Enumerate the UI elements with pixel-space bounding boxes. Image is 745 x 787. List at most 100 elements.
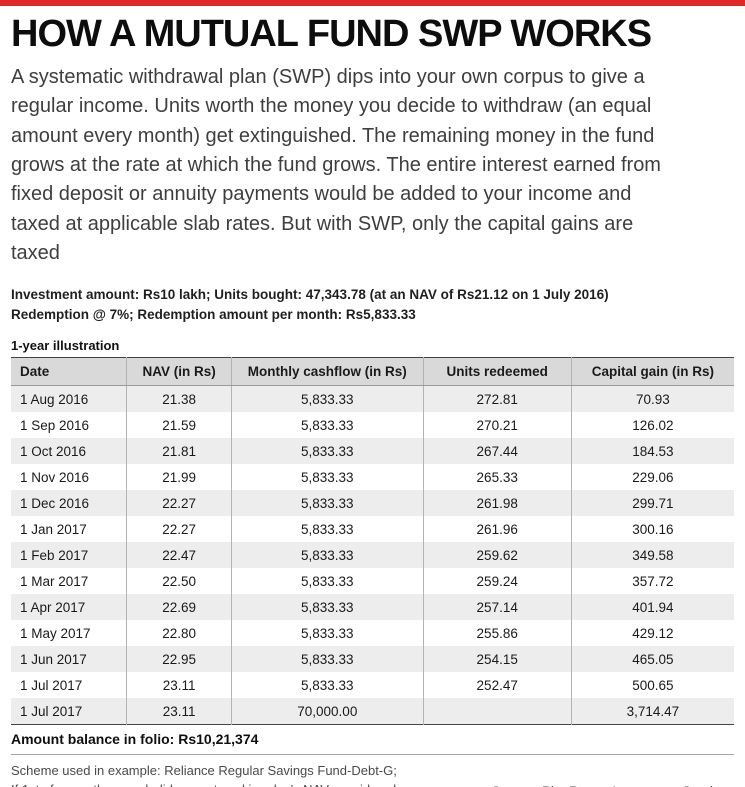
- footnotes: Scheme used in example: Reliance Regular…: [11, 762, 397, 787]
- table-cell: 357.72: [570, 568, 734, 595]
- table-cell: 1 Mar 2017: [20, 573, 89, 589]
- table-cell: 5,833.33: [231, 490, 424, 517]
- table-cell: 267.44: [422, 438, 572, 465]
- table-row: 1 Jul 2017 23.11 5,833.33 252.47 500.65: [11, 672, 734, 699]
- table-cell: 5,833.33: [231, 464, 424, 491]
- table-cell: 126.02: [570, 412, 734, 439]
- table-cell: 299.71: [570, 490, 734, 517]
- table-row: 1 Mar 2017 22.50 5,833.33 259.24 357.72: [11, 568, 734, 595]
- table-row: 1 Sep 2016 21.59 5,833.33 270.21 126.02: [11, 412, 734, 439]
- holiday-note: If 1st of a month was a holiday, next wo…: [11, 781, 397, 787]
- table-cell: 22.27: [126, 516, 232, 543]
- table-row: 1 Jun 2017 22.95 5,833.33 254.15 465.05: [11, 646, 734, 673]
- table-cell: 1 Oct 2016: [20, 443, 87, 459]
- column-header: NAV (in Rs): [126, 357, 232, 387]
- table-header-row: Date NAV (in Rs) Monthly cashflow (in Rs) U…: [11, 357, 734, 387]
- table-cell: 21.99: [126, 464, 232, 491]
- table-cell: 254.15: [422, 646, 572, 673]
- table-cell: 3,714.47: [570, 698, 734, 725]
- table-cell: 272.81: [422, 385, 572, 413]
- table-cell: 1 Jul 2017: [20, 677, 83, 693]
- table-cell: 184.53: [570, 438, 734, 465]
- table-cell: 270.21: [422, 412, 572, 439]
- table-cell: 261.96: [422, 516, 572, 543]
- table-cell: 70,000.00: [231, 698, 424, 725]
- table-cell: 1 Feb 2017: [20, 547, 89, 563]
- redemption-line: Redemption @ 7%; Redemption amount per m…: [11, 306, 416, 322]
- table-cell: 1 Dec 2016: [20, 495, 90, 511]
- table-row: 1 Jan 2017 22.27 5,833.33 261.96 300.16: [11, 516, 734, 543]
- table-cell: 5,833.33: [231, 542, 424, 569]
- column-header: Monthly cashflow (in Rs): [231, 357, 424, 387]
- table-cell: 70.93: [570, 385, 734, 413]
- table-row: 1 Nov 2016 21.99 5,833.33 265.33 229.06: [11, 464, 734, 491]
- table-cell: 5,833.33: [231, 672, 424, 699]
- page-title: HOW A MUTUAL FUND SWP WORKS: [11, 13, 652, 55]
- table-cell: 1 Aug 2016: [20, 391, 89, 407]
- folio-balance: Amount balance in folio: Rs10,21,374: [11, 725, 734, 756]
- table-cell: 349.58: [570, 542, 734, 569]
- table-row: 1 Feb 2017 22.47 5,833.33 259.62 349.58: [11, 542, 734, 569]
- table-cell: 5,833.33: [231, 594, 424, 621]
- table-cell: 5,833.33: [231, 385, 424, 413]
- footer: Scheme used in example: Reliance Regular…: [11, 762, 734, 787]
- table-cell: 259.24: [422, 568, 572, 595]
- table-cell: 261.98: [422, 490, 572, 517]
- table-cell: 257.14: [422, 594, 572, 621]
- table-head: Date NAV (in Rs) Monthly cashflow (in Rs) U…: [11, 357, 734, 387]
- table-row: 1 Dec 2016 22.27 5,833.33 261.98 299.71: [11, 490, 734, 517]
- table-cell: 5,833.33: [231, 620, 424, 647]
- table-body: 1 Aug 2016 21.38 5,833.33 272.81 70.93 1 Sep …: [11, 385, 734, 725]
- table-cell: 252.47: [422, 672, 572, 699]
- table-label: 1-year illustration: [11, 338, 120, 354]
- table-cell: 265.33: [422, 464, 572, 491]
- table-cell: 1 Nov 2016: [20, 469, 90, 485]
- table-row: 1 May 2017 22.80 5,833.33 255.86 429.12: [11, 620, 734, 647]
- table-cell: 21.38: [126, 385, 232, 413]
- table-cell: 229.06: [570, 464, 734, 491]
- table-cell: 401.94: [570, 594, 734, 621]
- table-cell: 5,833.33: [231, 516, 424, 543]
- table-cell: 23.11: [126, 672, 232, 699]
- table-cell: 1 Apr 2017: [20, 599, 86, 615]
- table-cell: 22.47: [126, 542, 232, 569]
- red-accent-bar: [0, 0, 745, 6]
- source-credit: Source: PlanRupee Investment Services: [492, 784, 734, 787]
- table-cell: 22.95: [126, 646, 232, 673]
- table-row: 1 Aug 2016 21.38 5,833.33 272.81 70.93: [11, 385, 734, 413]
- table-cell: 1 Jul 2017: [20, 703, 83, 719]
- table-cell: [422, 698, 572, 725]
- table-cell: 23.11: [126, 698, 232, 725]
- column-header: Units redeemed: [422, 357, 572, 387]
- table-row: 1 Apr 2017 22.69 5,833.33 257.14 401.94: [11, 594, 734, 621]
- table-cell: 259.62: [422, 542, 572, 569]
- table-cell: 22.27: [126, 490, 232, 517]
- investment-amount-line: Investment amount: Rs10 lakh; Units boug…: [11, 286, 609, 302]
- table-cell: 22.50: [126, 568, 232, 595]
- table-cell: 1 Jun 2017: [20, 651, 87, 667]
- table-cell: 255.86: [422, 620, 572, 647]
- swp-table: Date NAV (in Rs) Monthly cashflow (in Rs) U…: [11, 357, 734, 726]
- scheme-note: Scheme used in example: Reliance Regular…: [11, 763, 397, 779]
- table-cell: 1 Jan 2017: [20, 521, 87, 537]
- table-cell: 5,833.33: [231, 568, 424, 595]
- table-cell: 5,833.33: [231, 412, 424, 439]
- column-header: Date: [11, 357, 127, 387]
- intro-paragraph: A systematic withdrawal plan (SWP) dips …: [11, 65, 661, 265]
- table-row: 1 Jul 2017 23.11 70,000.00 3,714.47: [11, 698, 734, 725]
- table-cell: 22.69: [126, 594, 232, 621]
- table-cell: 21.81: [126, 438, 232, 465]
- table-cell: 22.80: [126, 620, 232, 647]
- investment-details: Investment amount: Rs10 lakh; Units boug…: [11, 285, 734, 326]
- table-cell: 5,833.33: [231, 646, 424, 673]
- column-header: Capital gain (in Rs): [570, 357, 734, 387]
- table-row: 1 Oct 2016 21.81 5,833.33 267.44 184.53: [11, 438, 734, 465]
- table-cell: 300.16: [570, 516, 734, 543]
- table-cell: 5,833.33: [231, 438, 424, 465]
- table-cell: 21.59: [126, 412, 232, 439]
- table-cell: 1 Sep 2016: [20, 417, 90, 433]
- table-cell: 1 May 2017: [20, 625, 91, 641]
- table-cell: 429.12: [570, 620, 734, 647]
- table-cell: 465.05: [570, 646, 734, 673]
